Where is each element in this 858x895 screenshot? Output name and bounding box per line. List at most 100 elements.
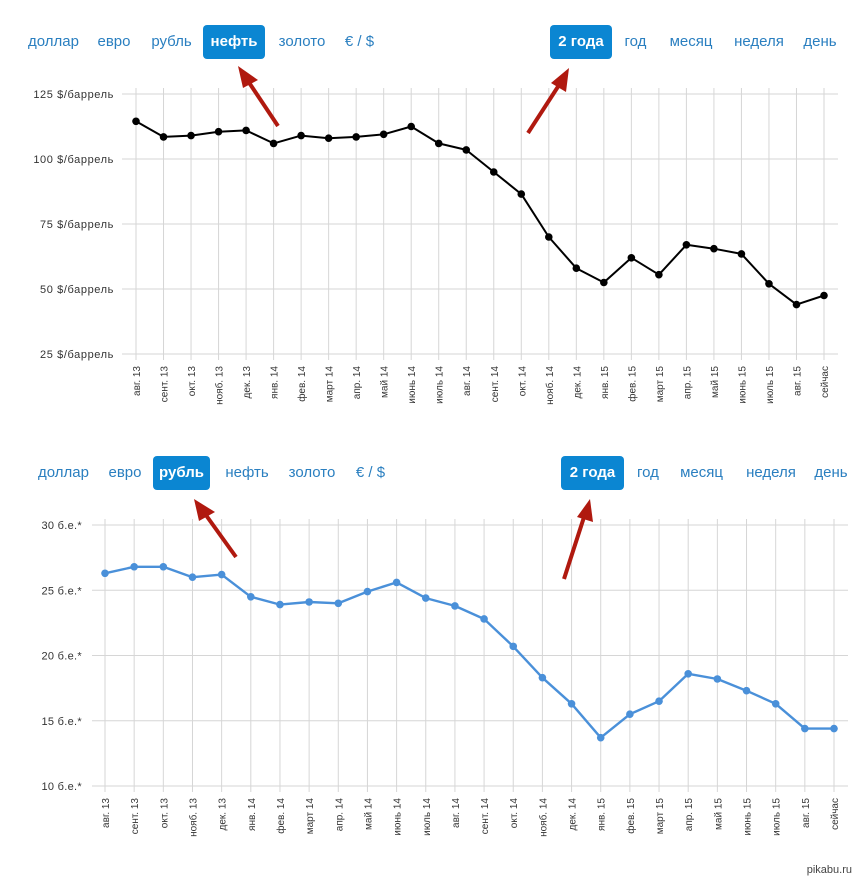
- x-tick-label: окт. 13: [187, 366, 198, 397]
- y-tick-label: 25 б.е.*: [41, 585, 82, 597]
- tab-right-1[interactable]: год: [637, 464, 659, 481]
- tab-left-3[interactable]: нефть: [203, 25, 265, 59]
- x-tick-label: окт. 14: [509, 798, 520, 829]
- data-point: [462, 146, 471, 154]
- x-tick-label: фев. 15: [625, 798, 637, 834]
- data-point: [451, 602, 459, 610]
- tab-left-5[interactable]: € / $: [344, 33, 375, 50]
- x-tick-label: нояб. 13: [214, 366, 226, 405]
- data-point: [392, 578, 401, 587]
- x-tick-label: дек. 13: [218, 798, 229, 831]
- x-tick-label: авг. 14: [462, 366, 473, 396]
- y-tick-label: 10 б.е.*: [41, 781, 82, 793]
- oil-price-chart: 125 $/баррель 100 $/баррель 75 $/баррель 50…: [33, 88, 838, 405]
- data-point: [742, 686, 751, 695]
- x-tick-label: авг. 15: [801, 798, 812, 828]
- data-point: [269, 139, 278, 148]
- data-point: [572, 264, 581, 272]
- x-tick-label: авг. 13: [132, 366, 143, 396]
- data-point: [352, 133, 360, 141]
- tab-left-3[interactable]: нефть: [225, 464, 269, 481]
- arrow-1: [238, 66, 280, 128]
- x-tick-label: март 15: [655, 366, 666, 403]
- x-tick-label: май 14: [363, 798, 374, 830]
- x-tick-label: фев. 15: [626, 366, 638, 402]
- x-tick-label: авг. 14: [451, 798, 462, 828]
- x-tick-label: авг. 15: [792, 366, 803, 396]
- y-tick-label: 30 б.е.*: [41, 520, 82, 532]
- data-point: [101, 569, 109, 578]
- data-point: [517, 190, 526, 198]
- tab-left-5[interactable]: € / $: [355, 464, 386, 481]
- tab-left-1[interactable]: евро: [108, 464, 142, 481]
- tab-left-2[interactable]: рубль: [153, 456, 210, 490]
- x-tick-label: апр. 15: [684, 798, 695, 832]
- data-point: [792, 300, 801, 309]
- x-tick-label: март 15: [655, 798, 666, 835]
- tab-right-3[interactable]: неделя: [734, 33, 784, 50]
- data-point: [600, 278, 608, 287]
- x-tick-label: окт. 14: [517, 366, 528, 397]
- y-tick-label: 125 $/баррель: [33, 89, 114, 101]
- tab-right-4[interactable]: день: [803, 33, 837, 50]
- x-tick-label: янв. 14: [270, 366, 281, 399]
- data-point: [217, 570, 226, 579]
- data-point: [545, 233, 553, 241]
- tab-right-0[interactable]: 2 года: [550, 25, 612, 59]
- x-tick-label: июнь 14: [407, 366, 418, 404]
- data-point: [655, 697, 663, 705]
- x-tick-label: июль 14: [422, 798, 433, 836]
- x-tick-label: сент. 14: [480, 798, 491, 835]
- data-point: [655, 270, 663, 279]
- y-tick-label: 75 $/баррель: [40, 219, 114, 231]
- y-tick-label: 20 б.е.*: [41, 651, 82, 663]
- x-tick-label: сейчас: [820, 366, 831, 398]
- data-point: [407, 122, 416, 131]
- tab-left-0[interactable]: доллар: [38, 464, 89, 481]
- tab-left-4[interactable]: золото: [288, 464, 336, 481]
- x-tick-label: май 15: [713, 798, 724, 830]
- data-point: [363, 587, 372, 596]
- data-point: [737, 250, 746, 258]
- y-tick-label: 100 $/баррель: [33, 154, 114, 166]
- x-tick-label: июнь 15: [737, 366, 748, 404]
- data-point: [214, 127, 223, 136]
- tab-left-0[interactable]: доллар: [28, 33, 79, 50]
- data-point: [480, 615, 488, 623]
- x-tick-label: май 15: [710, 366, 721, 398]
- data-point: [626, 710, 634, 719]
- tab-right-2[interactable]: месяц: [680, 464, 723, 481]
- x-tick-label: июль 15: [772, 798, 783, 836]
- data-point: [297, 131, 305, 140]
- data-point: [276, 600, 284, 609]
- data-point: [159, 562, 168, 571]
- x-tick-label: янв. 15: [600, 366, 611, 399]
- x-tick-label: март 14: [305, 798, 316, 835]
- tab-right-3[interactable]: неделя: [746, 464, 796, 481]
- tab-left-1[interactable]: евро: [97, 33, 131, 50]
- tab-left-2[interactable]: рубль: [151, 33, 192, 50]
- x-tick-label: нояб. 14: [544, 366, 556, 405]
- data-point: [130, 562, 138, 571]
- x-tick-label: дек. 14: [572, 366, 583, 399]
- x-tick-label: сейчас: [830, 798, 841, 830]
- tab-right-1[interactable]: год: [624, 33, 647, 50]
- x-tick-label: фев. 14: [275, 798, 287, 834]
- data-point: [421, 594, 430, 602]
- x-tick-label: сент. 13: [160, 366, 171, 403]
- tab-right-4[interactable]: день: [814, 464, 848, 481]
- data-point: [188, 573, 197, 581]
- tab-left-4[interactable]: золото: [278, 33, 326, 50]
- x-tick-label: окт. 13: [159, 798, 170, 829]
- chart2-tab-bar: доллар евро рубль нефть золото € / $ 2 года год…: [0, 456, 858, 490]
- ruble-rate-chart: 30 б.е.* 25 б.е.* 20 б.е.* 15 б.е.* 10 б.е.*…: [41, 519, 848, 837]
- data-point: [830, 724, 838, 733]
- data-point: [801, 724, 809, 733]
- tab-right-2[interactable]: месяц: [669, 33, 713, 50]
- x-tick-label: июль 14: [435, 366, 446, 404]
- data-point: [187, 131, 195, 140]
- data-point: [820, 291, 828, 300]
- x-tick-label: сент. 13: [130, 798, 141, 835]
- tab-right-0[interactable]: 2 года: [561, 456, 624, 490]
- arrow-2: [526, 68, 569, 135]
